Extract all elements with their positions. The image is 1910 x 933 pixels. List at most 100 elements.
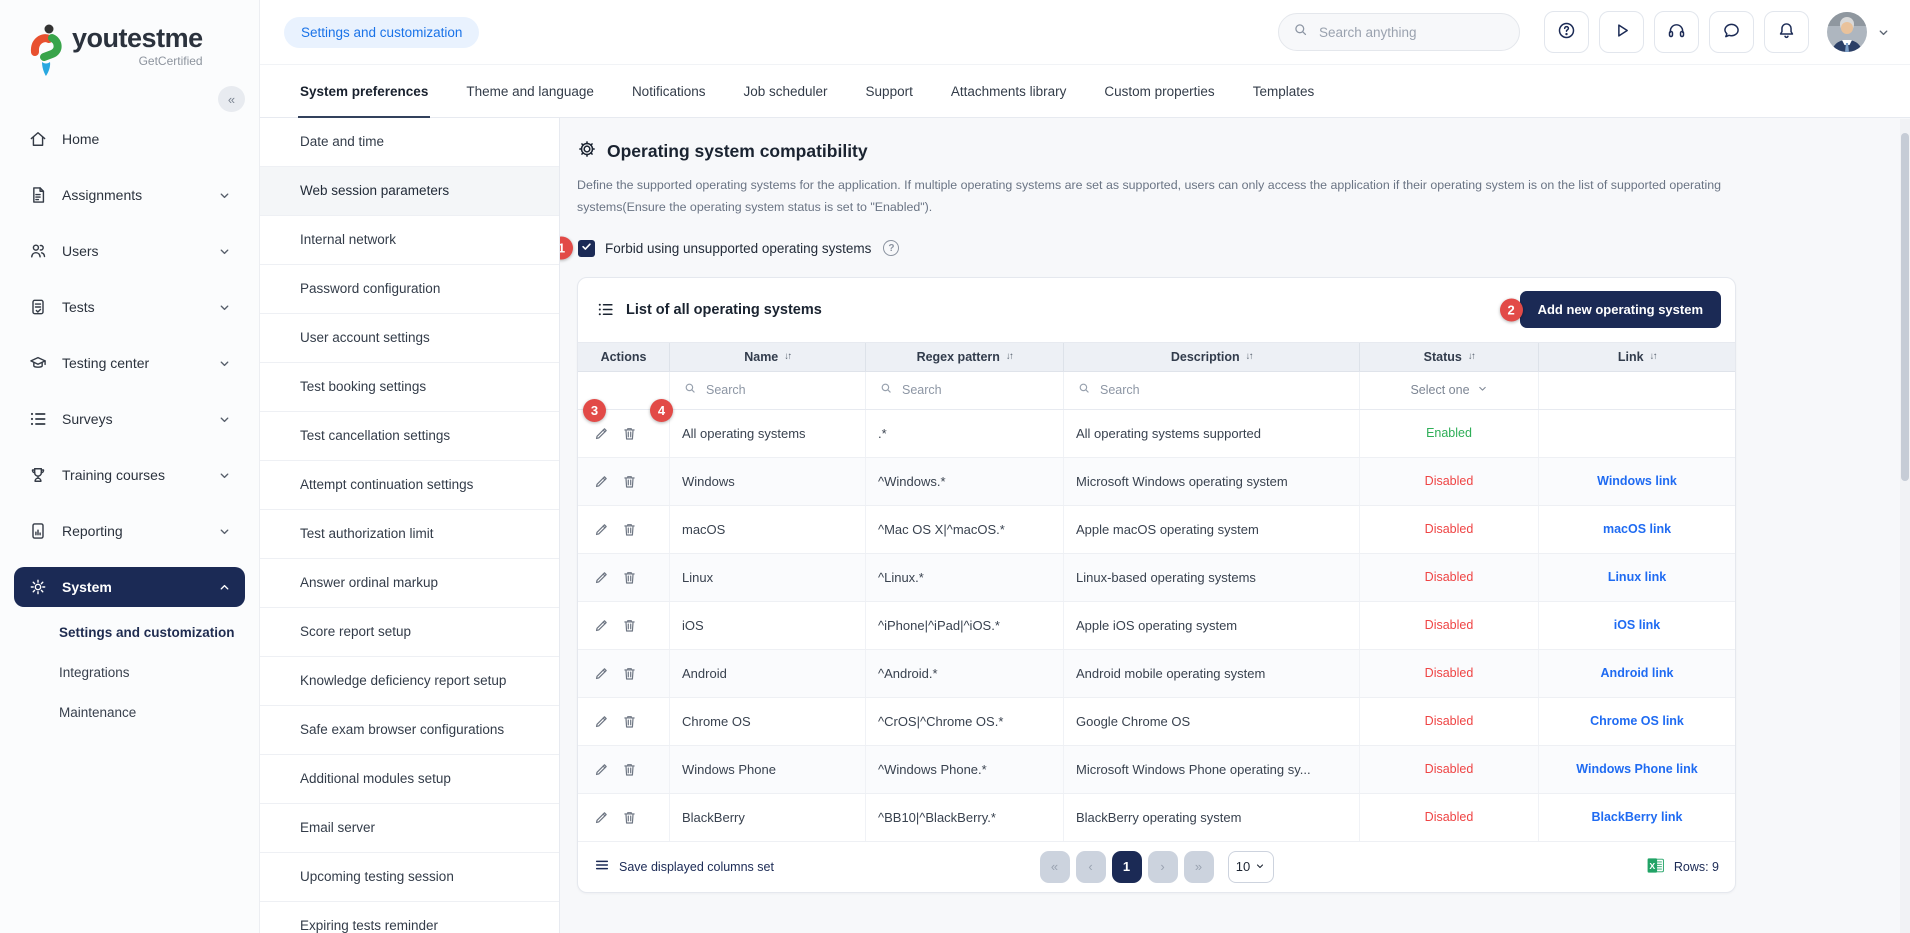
excel-export-icon[interactable]: X <box>1646 856 1665 878</box>
column-header[interactable]: Link ↓↑ <box>1539 343 1735 371</box>
sort-icon[interactable]: ↓↑ <box>1005 351 1014 363</box>
tab[interactable]: Attachments library <box>950 83 1067 99</box>
settings-nav-item[interactable]: Web session parameters <box>260 167 559 216</box>
tab[interactable]: Custom properties <box>1104 83 1215 99</box>
sidebar-item[interactable]: Testing center <box>14 343 245 383</box>
os-link[interactable]: Windows link <box>1597 474 1677 489</box>
settings-nav-item[interactable]: Score report setup <box>260 608 559 657</box>
edit-icon[interactable] <box>593 809 610 826</box>
next-page-button[interactable]: › <box>1147 850 1178 883</box>
sidebar-item[interactable]: Users <box>14 231 245 271</box>
os-link[interactable]: Linux link <box>1607 570 1667 585</box>
edit-icon[interactable] <box>593 473 610 490</box>
tab[interactable]: Templates <box>1252 83 1315 99</box>
regex-filter[interactable] <box>866 371 1064 409</box>
status-filter-select[interactable]: Select one <box>1360 371 1539 409</box>
notifications-button[interactable] <box>1764 11 1809 53</box>
os-link[interactable]: BlackBerry link <box>1591 810 1683 825</box>
os-link[interactable]: Chrome OS link <box>1590 714 1684 729</box>
global-search[interactable] <box>1278 13 1520 51</box>
sidebar-item[interactable]: Training courses <box>14 455 245 495</box>
brand-logo[interactable]: youtestme GetCertified <box>0 0 259 83</box>
settings-nav-item[interactable]: Email server <box>260 804 559 853</box>
sidebar-subitem[interactable]: Maintenance <box>59 705 137 720</box>
edit-icon[interactable] <box>593 761 610 778</box>
description-filter[interactable] <box>1064 371 1360 409</box>
edit-icon[interactable] <box>593 665 610 682</box>
sort-icon[interactable]: ↓↑ <box>1649 351 1658 363</box>
delete-icon[interactable] <box>621 569 638 586</box>
regex-search-input[interactable] <box>900 382 1053 399</box>
sidebar-subitem[interactable]: Settings and customization <box>59 625 235 640</box>
settings-nav-item[interactable]: Test authorization limit <box>260 510 559 559</box>
chat-button[interactable] <box>1709 11 1754 53</box>
sidebar-item[interactable]: Tests <box>14 287 245 327</box>
edit-icon[interactable] <box>593 521 610 538</box>
settings-nav-item[interactable]: Password configuration <box>260 265 559 314</box>
name-search-input[interactable] <box>704 382 855 399</box>
sidebar-collapse-button[interactable]: « <box>218 86 245 112</box>
sidebar-item[interactable]: Home <box>14 119 245 159</box>
column-header[interactable]: Regex pattern ↓↑ <box>866 342 1064 371</box>
edit-icon[interactable] <box>593 569 610 586</box>
tutorial-button[interactable] <box>1599 11 1644 53</box>
tab[interactable]: Job scheduler <box>743 83 828 99</box>
tab[interactable]: Support <box>865 83 913 99</box>
last-page-button[interactable]: » <box>1183 850 1214 883</box>
settings-nav-item[interactable]: Expiring tests reminder <box>260 902 559 933</box>
sidebar-subitem[interactable]: Integrations <box>59 665 130 680</box>
add-os-button[interactable]: Add new operating system <box>1519 291 1721 329</box>
delete-icon[interactable] <box>621 521 638 538</box>
delete-icon[interactable] <box>621 473 638 490</box>
help-icon[interactable]: ? <box>883 240 900 257</box>
os-link[interactable]: Windows Phone link <box>1576 762 1698 777</box>
scrollbar-track[interactable] <box>1900 119 1910 933</box>
settings-nav-item[interactable]: Safe exam browser configurations <box>260 706 559 755</box>
edit-icon[interactable] <box>593 617 610 634</box>
chevron-down-icon[interactable] <box>1877 26 1890 39</box>
settings-nav-item[interactable]: Answer ordinal markup <box>260 559 559 608</box>
delete-icon[interactable] <box>621 665 638 682</box>
save-columns-button[interactable]: Save displayed columns set <box>594 857 774 876</box>
os-link[interactable]: iOS link <box>1613 618 1661 633</box>
column-header[interactable]: Actions ↓↑ <box>578 342 670 371</box>
settings-nav-item[interactable]: User account settings <box>260 314 559 363</box>
os-link[interactable]: Android link <box>1600 666 1674 681</box>
scrollbar-thumb[interactable] <box>1901 133 1909 481</box>
tab[interactable]: System preferences <box>297 65 431 118</box>
page-number-button[interactable]: 1 <box>1111 850 1142 883</box>
delete-icon[interactable] <box>621 761 638 778</box>
prev-page-button[interactable]: ‹ <box>1075 850 1106 883</box>
forbid-os-checkbox[interactable] <box>578 239 595 257</box>
settings-nav-item[interactable]: Test cancellation settings <box>260 412 559 461</box>
sidebar-item[interactable]: Assignments <box>14 175 245 215</box>
column-header[interactable]: Description ↓↑ <box>1064 342 1360 371</box>
delete-icon[interactable] <box>621 713 638 730</box>
delete-icon[interactable] <box>621 425 638 442</box>
sidebar-item[interactable]: Surveys <box>14 399 245 439</box>
edit-icon[interactable] <box>593 713 610 730</box>
first-page-button[interactable]: « <box>1039 850 1070 883</box>
description-search-input[interactable] <box>1098 382 1349 399</box>
settings-nav-item[interactable]: Upcoming testing session <box>260 853 559 902</box>
settings-nav-item[interactable]: Additional modules setup <box>260 755 559 804</box>
delete-icon[interactable] <box>621 617 638 634</box>
user-avatar[interactable] <box>1827 12 1867 52</box>
tab[interactable]: Notifications <box>631 83 706 99</box>
delete-icon[interactable] <box>621 809 638 826</box>
sidebar-item[interactable]: Reporting <box>14 511 245 551</box>
breadcrumb-badge[interactable]: Settings and customization <box>284 16 480 48</box>
support-button[interactable] <box>1654 11 1699 53</box>
settings-nav-item[interactable]: Date and time <box>260 118 559 167</box>
name-filter[interactable] <box>670 371 866 409</box>
sort-icon[interactable]: ↓↑ <box>1467 351 1476 363</box>
help-button[interactable] <box>1544 11 1589 53</box>
sort-icon[interactable]: ↓↑ <box>1245 351 1254 363</box>
settings-nav-item[interactable]: Attempt continuation settings <box>260 461 559 510</box>
column-header[interactable]: Status ↓↑ <box>1360 342 1539 371</box>
column-header[interactable]: Name ↓↑ <box>670 342 866 371</box>
sort-icon[interactable]: ↓↑ <box>784 351 792 363</box>
settings-nav-item[interactable]: Internal network <box>260 216 559 265</box>
tab[interactable]: Theme and language <box>466 83 594 99</box>
os-link[interactable]: macOS link <box>1602 522 1672 537</box>
